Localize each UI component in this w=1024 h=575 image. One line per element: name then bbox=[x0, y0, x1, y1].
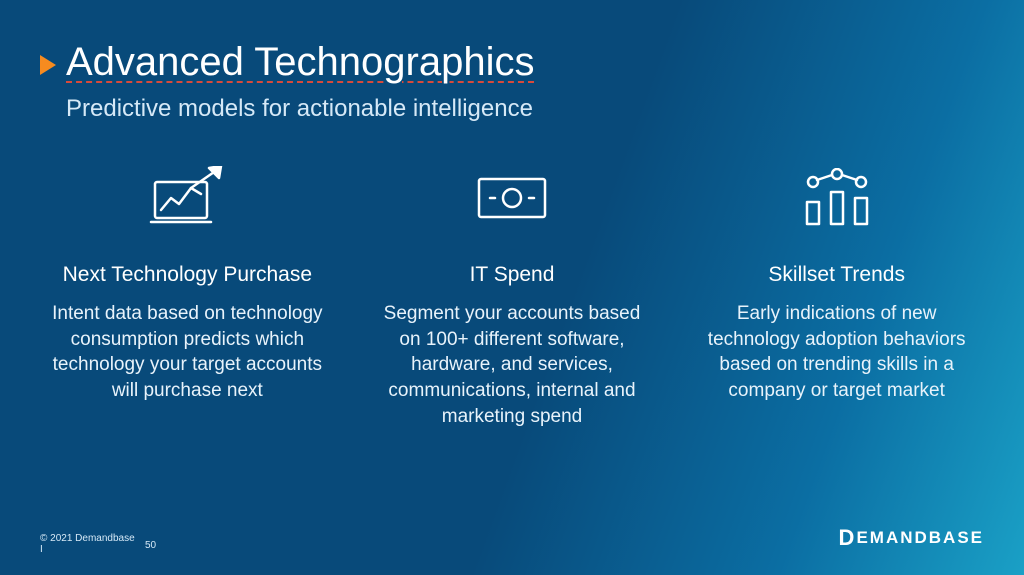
column-heading: IT Spend bbox=[470, 263, 555, 287]
copyright-text: © 2021 Demandbase bbox=[40, 533, 135, 544]
column-heading: Skillset Trends bbox=[768, 263, 905, 287]
title-arrow-icon bbox=[40, 55, 56, 75]
footer-copyright: © 2021 Demandbase I bbox=[40, 533, 135, 555]
slide-subtitle: Predictive models for actionable intelli… bbox=[66, 95, 984, 123]
column: Skillset Trends Early indications of new… bbox=[689, 163, 984, 429]
logo-bold: D bbox=[839, 525, 857, 551]
chart-arrow-icon bbox=[147, 163, 227, 233]
column-description: Early indications of new technology adop… bbox=[697, 301, 977, 404]
columns-container: Next Technology Purchase Intent data bas… bbox=[40, 163, 984, 429]
slide: Advanced Technographics Predictive model… bbox=[0, 0, 1024, 575]
page-number: 50 bbox=[145, 540, 156, 551]
column: Next Technology Purchase Intent data bas… bbox=[40, 163, 335, 429]
column: IT Spend Segment your accounts based on … bbox=[365, 163, 660, 429]
slide-title: Advanced Technographics bbox=[66, 40, 534, 85]
title-row: Advanced Technographics bbox=[40, 40, 984, 85]
logo-small: EMANDBASE bbox=[856, 528, 984, 548]
column-description: Segment your accounts based on 100+ diff… bbox=[372, 301, 652, 429]
money-bill-icon bbox=[476, 163, 548, 233]
brand-logo: DEMANDBASE bbox=[839, 525, 984, 551]
footer-extra: I bbox=[40, 544, 43, 555]
column-heading: Next Technology Purchase bbox=[63, 263, 312, 287]
bar-nodes-icon bbox=[799, 163, 875, 233]
column-description: Intent data based on technology consumpt… bbox=[47, 301, 327, 404]
